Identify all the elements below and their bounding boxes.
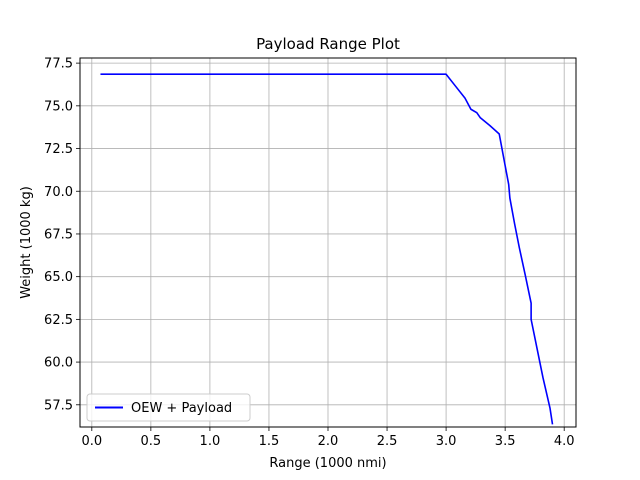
legend-entry-label: OEW + Payload [131, 401, 232, 416]
y-axis-label: Weight (1000 kg) [19, 186, 34, 299]
chart-title: Payload Range Plot [256, 35, 400, 53]
x-tick-label: 2.0 [318, 434, 339, 449]
x-tick-label: 1.0 [200, 434, 221, 449]
series-line [100, 73, 554, 425]
y-tick-label: 65.0 [44, 270, 73, 285]
x-tick-label: 3.5 [495, 434, 516, 449]
legend-box [86, 393, 251, 422]
y-tick-label: 60.0 [44, 356, 73, 371]
y-tick-label: 62.5 [44, 313, 73, 328]
legend: OEW + Payload [86, 393, 251, 422]
x-axis-ticks: 0.0 0.5 1.0 1.5 2.0 2.5 3.0 3.5 4.0 [81, 427, 575, 449]
x-tick-label: 2.5 [377, 434, 398, 449]
x-tick-label: 1.5 [259, 434, 280, 449]
y-tick-label: 67.5 [44, 227, 73, 242]
y-tick-label: 72.5 [44, 142, 73, 157]
x-axis-label: Range (1000 nmi) [269, 456, 386, 471]
y-tick-label: 57.5 [44, 398, 73, 413]
y-axis-ticks: 57.5 60.0 62.5 65.0 67.5 70.0 72.5 75.0 77.5 [44, 57, 80, 413]
series-layer [100, 73, 554, 425]
x-tick-label: 0.5 [141, 434, 162, 449]
x-tick-label: 4.0 [554, 434, 575, 449]
y-tick-label: 75.0 [44, 99, 73, 114]
grid-lines [80, 58, 576, 427]
x-tick-label: 3.0 [436, 434, 457, 449]
y-tick-label: 70.0 [44, 185, 73, 200]
x-tick-label: 0.0 [81, 434, 102, 449]
y-tick-label: 77.5 [44, 57, 73, 72]
